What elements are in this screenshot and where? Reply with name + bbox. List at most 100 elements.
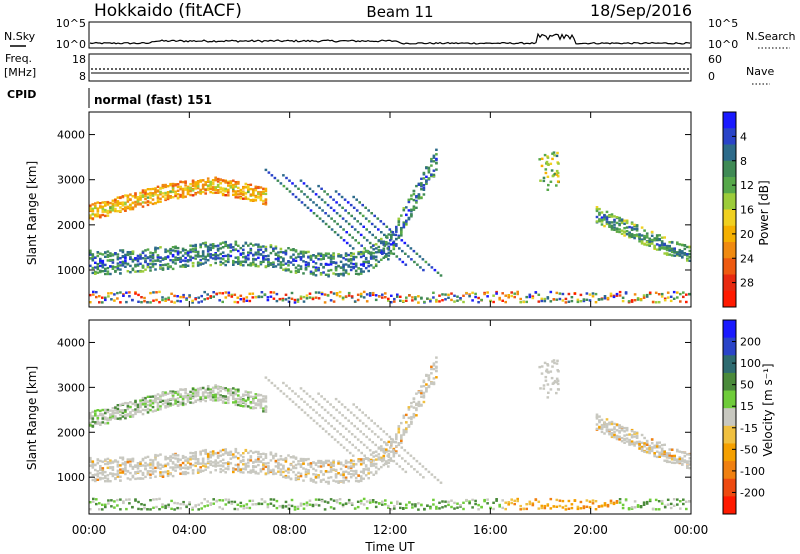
- data-cell: [221, 395, 225, 398]
- data-cell: [96, 271, 100, 274]
- data-cell: [293, 505, 297, 509]
- data-cell: [319, 254, 323, 258]
- data-cell: [189, 187, 192, 190]
- data-cell: [551, 152, 554, 155]
- data-cell: [186, 467, 190, 470]
- colorbar-tick-label: 100: [740, 357, 761, 370]
- data-cell: [272, 297, 276, 300]
- y-tick-label: 2000: [57, 426, 85, 439]
- data-cell: [216, 387, 220, 391]
- data-cell: [94, 215, 97, 218]
- data-cell: [106, 477, 110, 480]
- data-cell: [186, 264, 190, 267]
- data-cell: [319, 258, 323, 261]
- data-cell: [252, 465, 255, 468]
- data-cell: [638, 443, 641, 446]
- data-cell: [252, 451, 255, 454]
- data-cell: [237, 190, 240, 193]
- x-axis-label: Time UT: [364, 540, 415, 554]
- data-cell: [174, 192, 177, 195]
- data-cell: [427, 177, 431, 180]
- data-cell: [339, 254, 343, 257]
- data-cell: [519, 508, 522, 511]
- data-cell: [306, 206, 310, 209]
- data-cell: [91, 271, 95, 275]
- data-cell: [89, 216, 92, 220]
- data-cell: [111, 261, 115, 264]
- data-cell: [247, 263, 250, 267]
- data-cell: [294, 456, 298, 459]
- data-cell: [116, 204, 120, 207]
- data-cell: [216, 180, 220, 183]
- data-cell: [374, 470, 378, 473]
- data-cell: [259, 248, 263, 251]
- data-cell: [209, 180, 212, 184]
- data-cell: [323, 500, 327, 503]
- data-cell: [89, 249, 92, 252]
- data-cell: [171, 255, 175, 258]
- data-cell: [119, 508, 122, 511]
- data-cell: [398, 247, 401, 250]
- data-cell: [174, 391, 177, 395]
- data-cell: [425, 166, 428, 170]
- data-cell: [186, 396, 190, 399]
- data-cell: [129, 463, 132, 467]
- data-cell: [114, 201, 117, 204]
- data-cell: [676, 242, 679, 246]
- data-cell: [297, 198, 301, 201]
- data-cell: [415, 195, 418, 198]
- data-cell: [196, 261, 200, 264]
- data-cell: [262, 458, 265, 461]
- data-cell: [558, 297, 562, 301]
- data-cell: [327, 476, 330, 480]
- data-cell: [119, 291, 122, 294]
- data-cell: [171, 403, 175, 406]
- data-cell: [415, 408, 418, 412]
- data-cell: [373, 433, 377, 436]
- data-cell: [206, 457, 210, 460]
- data-cell: [91, 463, 95, 466]
- data-cell: [264, 258, 268, 261]
- data-cell: [668, 448, 671, 451]
- data-cell: [239, 404, 243, 407]
- data-cell: [392, 247, 396, 251]
- data-cell: [613, 436, 616, 439]
- data-cell: [134, 205, 137, 208]
- data-cell: [216, 248, 220, 251]
- data-cell: [385, 252, 388, 256]
- data-cell: [111, 205, 115, 208]
- data-cell: [237, 182, 240, 185]
- data-cell: [387, 233, 391, 236]
- data-cell: [106, 422, 110, 425]
- data-cell: [555, 381, 559, 384]
- nsky-tick-top: 10^5: [56, 17, 86, 30]
- data-cell: [676, 252, 679, 256]
- data-cell: [209, 264, 212, 267]
- data-cell: [382, 256, 386, 259]
- data-cell: [96, 209, 100, 212]
- data-cell: [471, 498, 474, 502]
- data-cell: [352, 414, 356, 417]
- data-cell: [134, 408, 137, 411]
- data-cell: [206, 396, 210, 399]
- data-cell: [239, 400, 243, 403]
- data-cell: [201, 464, 205, 467]
- data-cell: [344, 461, 348, 464]
- data-cell: [176, 454, 180, 457]
- data-cell: [388, 228, 392, 231]
- data-cell: [292, 263, 295, 266]
- data-cell: [657, 293, 661, 296]
- data-cell: [312, 479, 315, 482]
- data-cell: [224, 467, 227, 470]
- data-cell: [638, 440, 641, 443]
- data-cell: [595, 413, 599, 416]
- data-cell: [216, 189, 220, 192]
- data-cell: [435, 168, 438, 171]
- data-cell: [221, 465, 225, 468]
- data-cell: [221, 241, 225, 244]
- data-cell: [603, 432, 606, 435]
- data-cell: [543, 504, 547, 508]
- data-cell: [201, 457, 205, 460]
- data-cell: [359, 470, 363, 473]
- data-cell: [214, 469, 217, 472]
